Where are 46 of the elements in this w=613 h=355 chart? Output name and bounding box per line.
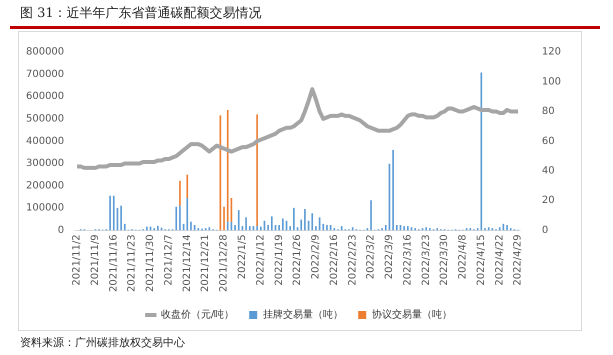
y-tick-label: 600000 xyxy=(26,91,64,102)
x-tick-label: 2022/1/19 xyxy=(274,234,285,286)
x-tick-label: 2021/11/16 xyxy=(108,234,120,292)
x-tick-label: 2022/1/12 xyxy=(255,234,266,286)
y2-tick-label: 0 xyxy=(542,224,548,236)
x-tick-label: 2022/1/26 xyxy=(292,234,304,286)
y-tick-label: 400000 xyxy=(26,136,64,147)
x-tick-label: 2021/12/7 xyxy=(163,234,174,286)
x-tick-label: 2022/4/29 xyxy=(512,234,524,286)
y-tick-label: 800000 xyxy=(26,46,64,58)
y-tick-label: 300000 xyxy=(26,158,64,170)
x-tick-label: 2022/3/2 xyxy=(366,234,377,280)
y-tick-label: 500000 xyxy=(26,113,64,124)
x-tick-label: 2022/4/15 xyxy=(476,234,487,286)
y2-tick-label: 40 xyxy=(542,166,555,177)
legend-label: 协议交易量（吨） xyxy=(372,308,452,321)
y-tick-label: 200000 xyxy=(26,180,64,192)
chart-title: 图 31：近半年广东省普通碳配额交易情况 xyxy=(20,4,262,22)
y-tick-label: 700000 xyxy=(26,68,64,80)
x-tick-label: 2022/3/23 xyxy=(420,234,432,286)
x-tick-label: 2021/11/23 xyxy=(126,234,138,292)
x-tick-label: 2022/2/23 xyxy=(347,234,358,286)
y2-tick-label: 20 xyxy=(542,195,555,206)
y2-tick-label: 60 xyxy=(542,136,555,147)
x-tick-label: 2022/4/22 xyxy=(494,234,506,286)
y-tick-label: 100000 xyxy=(26,202,64,214)
x-tick-label: 2021/12/14 xyxy=(182,234,193,292)
legend-label: 收盘价（元/吨） xyxy=(160,308,234,321)
y2-tick-label: 80 xyxy=(542,106,555,118)
x-tick-label: 2022/4/8 xyxy=(458,234,469,280)
x-tick-label: 2021/11/2 xyxy=(72,234,83,286)
x-tick-label: 2021/12/21 xyxy=(200,234,212,292)
y2-tick-label: 120 xyxy=(542,46,562,58)
x-tick-label: 2022/3/30 xyxy=(439,234,450,286)
x-tick-label: 2021/11/30 xyxy=(145,234,156,292)
text: 资料来源：广州碳排放权交易中心 xyxy=(20,335,185,350)
y2-tick-label: 100 xyxy=(542,76,562,88)
x-tick-label: 2022/1/5 xyxy=(237,234,248,280)
x-tick-label: 2021/12/28 xyxy=(218,234,230,292)
legend-label: 挂牌交易量（吨） xyxy=(263,308,344,321)
x-tick-label: 2022/3/9 xyxy=(384,234,396,280)
x-tick-label: 2022/3/16 xyxy=(402,234,414,286)
x-tick-label: 2022/2/16 xyxy=(328,234,340,286)
y-tick-label: 0 xyxy=(58,224,64,236)
x-tick-label: 2021/11/9 xyxy=(90,234,101,286)
x-tick-label: 2022/2/9 xyxy=(310,234,322,280)
